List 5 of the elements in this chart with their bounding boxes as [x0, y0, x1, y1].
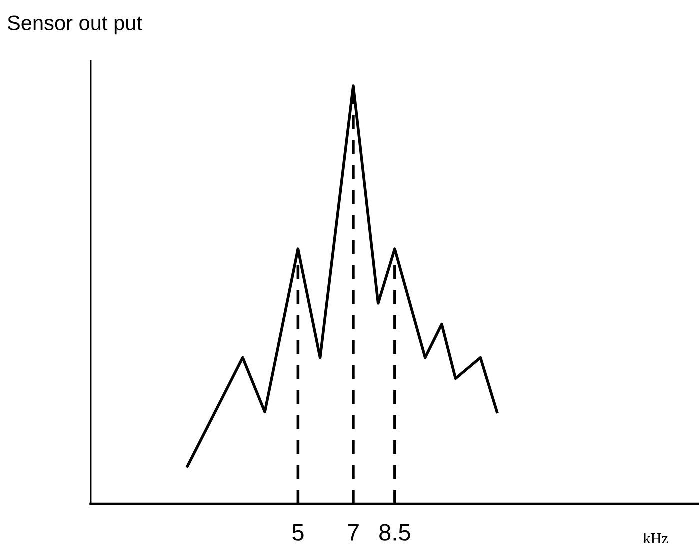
x-tick-label: 7 — [348, 524, 359, 541]
chart-title: Sensor out put — [8, 16, 142, 35]
x-tick-label: 5 — [292, 524, 304, 541]
x-axis-title: kHz — [643, 532, 668, 544]
x-tick-label: 8.5 — [380, 524, 410, 541]
